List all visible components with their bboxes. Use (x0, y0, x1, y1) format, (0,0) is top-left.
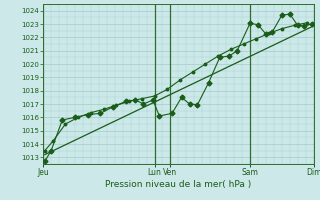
X-axis label: Pression niveau de la mer( hPa ): Pression niveau de la mer( hPa ) (105, 180, 252, 189)
